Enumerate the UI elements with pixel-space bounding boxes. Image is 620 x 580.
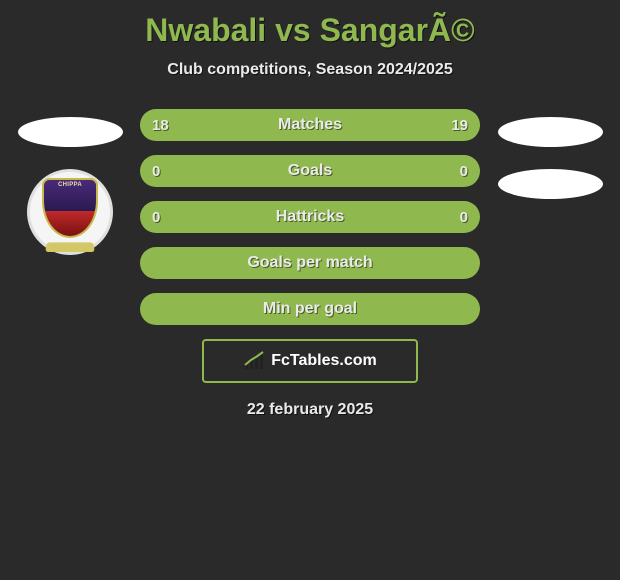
stat-right-value: 19 [451, 117, 468, 134]
stat-label: Goals per match [247, 254, 372, 272]
club-right-avatar [498, 169, 603, 199]
subtitle: Club competitions, Season 2024/2025 [0, 61, 620, 79]
player-left-avatar [18, 117, 123, 147]
brand-text: FcTables.com [271, 352, 377, 370]
stats-bars: 18 Matches 19 0 Goals 0 0 Hattricks 0 Go… [140, 109, 480, 419]
stat-row: 18 Matches 19 [140, 109, 480, 141]
stat-label: Matches [278, 116, 342, 134]
stat-row: 0 Hattricks 0 [140, 201, 480, 233]
stat-right-value: 0 [460, 163, 468, 180]
stat-row: Goals per match [140, 247, 480, 279]
stat-row: 0 Goals 0 [140, 155, 480, 187]
date-text: 22 february 2025 [140, 401, 480, 419]
stat-label: Min per goal [263, 300, 357, 318]
player-right-column [488, 109, 612, 221]
stat-left-value: 18 [152, 117, 169, 134]
stat-row: Min per goal [140, 293, 480, 325]
stat-left-value: 0 [152, 163, 160, 180]
crest-left-text: CHIPPA [44, 182, 96, 188]
crest-left-ribbon [45, 242, 95, 252]
player-right-avatar [498, 117, 603, 147]
brand-box: FcTables.com [202, 339, 418, 383]
stat-left-value: 0 [152, 209, 160, 226]
stat-right-value: 0 [460, 209, 468, 226]
player-left-column: CHIPPA [8, 109, 132, 255]
stat-label: Goals [288, 162, 332, 180]
club-left-crest: CHIPPA [27, 169, 113, 255]
chart-icon [243, 351, 267, 371]
stat-label: Hattricks [276, 208, 344, 226]
page-title: Nwabali vs SangarÃ© [0, 0, 620, 49]
